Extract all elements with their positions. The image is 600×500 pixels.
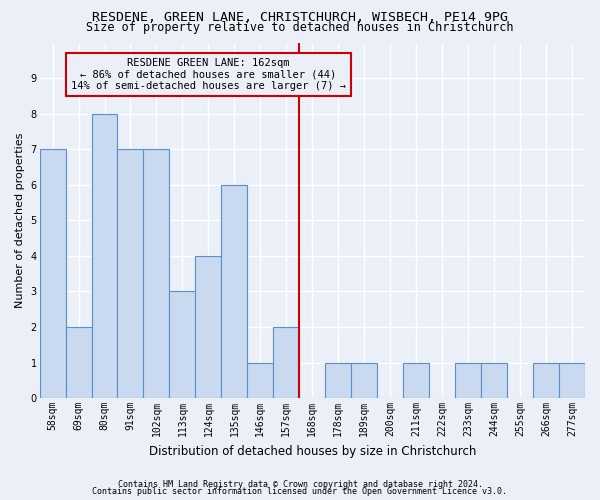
Bar (403, 362, 429, 398)
Bar (118, 149, 143, 398)
Text: Contains HM Land Registry data © Crown copyright and database right 2024.: Contains HM Land Registry data © Crown c… (118, 480, 482, 489)
Bar (169, 292, 196, 398)
Bar (533, 362, 559, 398)
Bar (481, 362, 507, 398)
Bar (143, 149, 169, 398)
Bar (221, 185, 247, 398)
Text: Size of property relative to detached houses in Christchurch: Size of property relative to detached ho… (86, 22, 514, 35)
Bar (325, 362, 351, 398)
Bar (455, 362, 481, 398)
Text: RESDENE GREEN LANE: 162sqm
← 86% of detached houses are smaller (44)
14% of semi: RESDENE GREEN LANE: 162sqm ← 86% of deta… (71, 58, 346, 91)
Text: RESDENE, GREEN LANE, CHRISTCHURCH, WISBECH, PE14 9PG: RESDENE, GREEN LANE, CHRISTCHURCH, WISBE… (92, 11, 508, 24)
Bar (351, 362, 377, 398)
Bar (40, 149, 65, 398)
Bar (559, 362, 585, 398)
Y-axis label: Number of detached properties: Number of detached properties (15, 132, 25, 308)
Bar (65, 327, 92, 398)
Text: Contains public sector information licensed under the Open Government Licence v3: Contains public sector information licen… (92, 487, 508, 496)
Bar (247, 362, 274, 398)
Bar (274, 327, 299, 398)
X-axis label: Distribution of detached houses by size in Christchurch: Distribution of detached houses by size … (149, 444, 476, 458)
Bar (92, 114, 118, 398)
Bar (196, 256, 221, 398)
